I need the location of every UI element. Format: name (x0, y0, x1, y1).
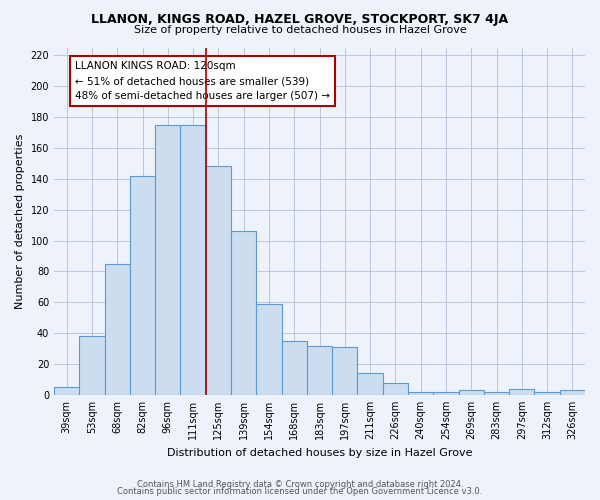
Bar (458, 390, 484, 395)
Bar (560, 390, 585, 395)
Bar (408, 392, 433, 395)
Bar (535, 392, 560, 395)
Bar (281, 341, 307, 395)
Bar (358, 374, 383, 395)
Y-axis label: Number of detached properties: Number of detached properties (15, 134, 25, 309)
Text: Size of property relative to detached houses in Hazel Grove: Size of property relative to detached ho… (134, 25, 466, 35)
Bar (256, 304, 281, 395)
Text: Contains HM Land Registry data © Crown copyright and database right 2024.: Contains HM Land Registry data © Crown c… (137, 480, 463, 489)
Bar (54, 387, 79, 395)
Bar (104, 264, 130, 395)
Bar (307, 346, 332, 395)
Text: LLANON KINGS ROAD: 120sqm
← 51% of detached houses are smaller (539)
48% of semi: LLANON KINGS ROAD: 120sqm ← 51% of detac… (75, 62, 330, 101)
Text: LLANON, KINGS ROAD, HAZEL GROVE, STOCKPORT, SK7 4JA: LLANON, KINGS ROAD, HAZEL GROVE, STOCKPO… (91, 12, 509, 26)
Bar (181, 124, 206, 395)
Bar (509, 389, 535, 395)
Bar (79, 336, 104, 395)
Bar (332, 347, 358, 395)
Bar (433, 392, 458, 395)
Bar (231, 232, 256, 395)
Bar (484, 392, 509, 395)
Bar (206, 166, 231, 395)
Bar (383, 382, 408, 395)
X-axis label: Distribution of detached houses by size in Hazel Grove: Distribution of detached houses by size … (167, 448, 472, 458)
Bar (155, 124, 181, 395)
Bar (130, 176, 155, 395)
Text: Contains public sector information licensed under the Open Government Licence v3: Contains public sector information licen… (118, 487, 482, 496)
